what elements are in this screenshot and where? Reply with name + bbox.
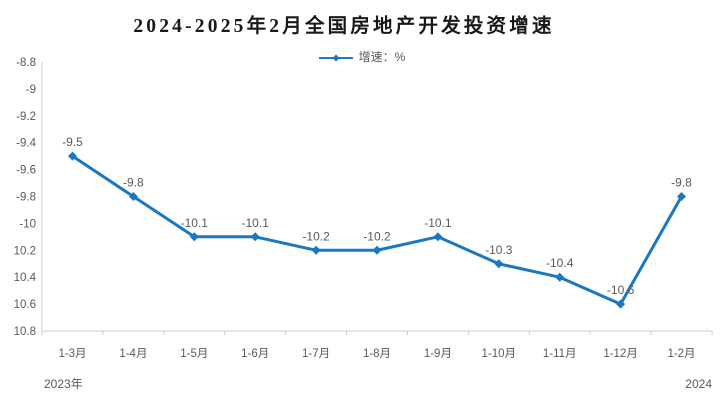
svg-text:-10.2: -10.2 xyxy=(363,229,391,243)
svg-text:-10.1: -10.1 xyxy=(242,216,270,230)
svg-text:-8.8: -8.8 xyxy=(16,57,36,69)
svg-text:-9.6: -9.6 xyxy=(16,165,36,177)
svg-text:-9.8: -9.8 xyxy=(16,192,36,204)
svg-text:10.8: 10.8 xyxy=(14,326,36,338)
svg-text:-9.8: -9.8 xyxy=(671,176,692,190)
svg-text:1-6月: 1-6月 xyxy=(241,348,269,360)
svg-text:1-9月: 1-9月 xyxy=(424,348,452,360)
svg-text:-9: -9 xyxy=(26,84,36,96)
svg-text:10.2: 10.2 xyxy=(14,245,36,257)
svg-text:-9.4: -9.4 xyxy=(16,138,36,150)
svg-text:1-4月: 1-4月 xyxy=(119,348,147,360)
svg-text:-10: -10 xyxy=(19,218,36,230)
svg-text:1-11月: 1-11月 xyxy=(543,348,577,360)
svg-text:1-5月: 1-5月 xyxy=(180,348,208,360)
svg-text:1-10月: 1-10月 xyxy=(482,348,517,360)
svg-text:10.4: 10.4 xyxy=(14,272,37,284)
svg-text:-9.5: -9.5 xyxy=(62,135,83,149)
svg-text:1-12月: 1-12月 xyxy=(603,348,638,360)
svg-text:10.6: 10.6 xyxy=(14,299,36,311)
svg-text:-10.2: -10.2 xyxy=(302,229,330,243)
svg-text:2023年: 2023年 xyxy=(44,377,83,391)
svg-text:-10.1: -10.1 xyxy=(424,216,452,230)
svg-text:1-2月: 1-2月 xyxy=(667,348,695,360)
svg-text:2024: 2024 xyxy=(685,377,712,391)
svg-text:-10.6: -10.6 xyxy=(607,283,635,297)
svg-text:1-3月: 1-3月 xyxy=(58,348,86,360)
svg-text:1-8月: 1-8月 xyxy=(363,348,391,360)
svg-text:-9.2: -9.2 xyxy=(16,111,36,123)
svg-text:-10.4: -10.4 xyxy=(546,256,574,270)
svg-text:-9.8: -9.8 xyxy=(123,176,144,190)
svg-text:-10.1: -10.1 xyxy=(181,216,209,230)
svg-text:-10.3: -10.3 xyxy=(485,243,513,257)
svg-text:1-7月: 1-7月 xyxy=(302,348,330,360)
